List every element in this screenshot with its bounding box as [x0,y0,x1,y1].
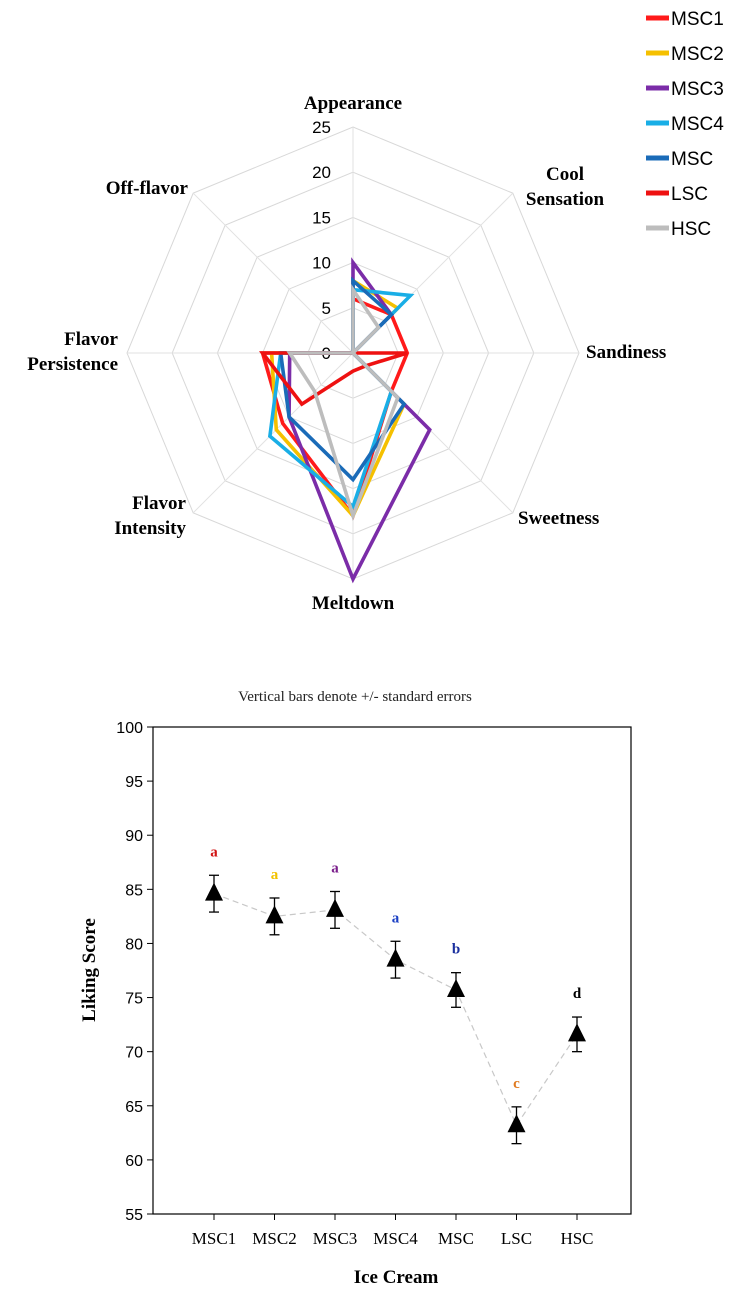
x-tick-label: MSC [438,1229,474,1248]
y-tick-label: 55 [125,1207,143,1224]
significance-letter: a [392,910,400,926]
data-points: a a a a b c d [205,844,586,1145]
data-point-msc [447,978,465,997]
radar-tick-label: 25 [312,118,331,137]
y-tick-label: 60 [125,1153,143,1170]
x-tick-label: HSC [560,1229,593,1248]
plot-frame [152,726,632,1215]
chart-title: Vertical bars denote +/- standard errors [238,689,472,705]
y-tick-label: 65 [125,1099,143,1116]
trend-line [213,893,578,1127]
radar-spoke [192,352,354,514]
radar-series-msc [278,276,407,483]
significance-letter: c [513,1076,520,1092]
data-point-lsc [507,1114,526,1133]
radar-tick-label: 10 [312,254,331,273]
data-point-msc3 [326,898,344,917]
x-tick-label: MSC3 [313,1229,357,1248]
x-tick-label: MSC2 [252,1229,296,1248]
significance-letter: d [573,986,582,1002]
significance-letter: a [271,867,279,883]
legend-label: MSC1 [671,9,724,30]
liking-score-chart: Vertical bars denote +/- standard errors… [79,689,632,1288]
x-tick-label: LSC [501,1229,532,1248]
x-axis-ticks: MSC1 MSC2 MSC3 MSC4 MSC LSC HSC [192,1214,594,1248]
radar-axis-label: Cool Sensation [526,164,605,210]
x-tick-label: MSC1 [192,1229,236,1248]
data-point-msc1 [205,882,223,901]
legend-label: MSC [671,149,713,170]
legend-label: MSC4 [671,114,724,135]
radar-series-lsc [258,351,408,407]
x-axis-title: Ice Cream [354,1267,439,1288]
x-tick-label: MSC4 [373,1229,418,1248]
radar-axis-label: Off-flavor [106,178,189,199]
radar-axis-label: Flavor Intensity [114,493,186,539]
radar-axis-label: Meltdown [312,593,395,614]
y-tick-label: 70 [125,1045,143,1062]
legend-label: LSC [671,184,708,205]
radar-axis-labels: Appearance Cool Sensation Sandiness Sweetnes… [27,93,666,614]
data-point-msc2 [265,905,284,924]
y-tick-label: 80 [125,936,143,953]
radar-axis-label: Sweetness [518,508,599,529]
radar-axis-label: Flavor Persistence [27,329,118,375]
y-tick-label: 85 [125,882,143,899]
legend: MSC1 MSC2 MSC3 MSC4 MSC LSC HSC [646,9,724,240]
y-tick-label: 75 [125,991,143,1008]
legend-label: HSC [671,219,711,240]
legend-label: MSC3 [671,79,724,100]
data-point-msc4 [386,948,405,967]
radar-spoke [192,192,354,354]
radar-axis-label: Appearance [304,93,402,114]
radar-series-hsc [286,283,400,522]
y-tick-label: 90 [125,828,143,845]
y-tick-label: 100 [116,720,143,737]
significance-letter: a [210,844,218,860]
radar-tick-label: 20 [312,163,331,182]
data-point-hsc [568,1023,586,1042]
radar-series-msc2 [269,277,407,519]
radar-series [258,257,432,584]
significance-letter: a [331,860,339,876]
radar-axis-label: Sandiness [586,342,666,363]
y-axis-title: Liking Score [79,918,100,1022]
legend-label: MSC2 [671,44,724,65]
radar-tick-label: 15 [312,208,331,227]
y-axis-ticks: 55 60 65 70 75 80 85 90 95 100 [116,720,153,1224]
dashed-connector [213,893,578,1127]
y-tick-label: 95 [125,774,143,791]
significance-letter: b [452,942,460,958]
radar-tick-label: 5 [322,299,331,318]
